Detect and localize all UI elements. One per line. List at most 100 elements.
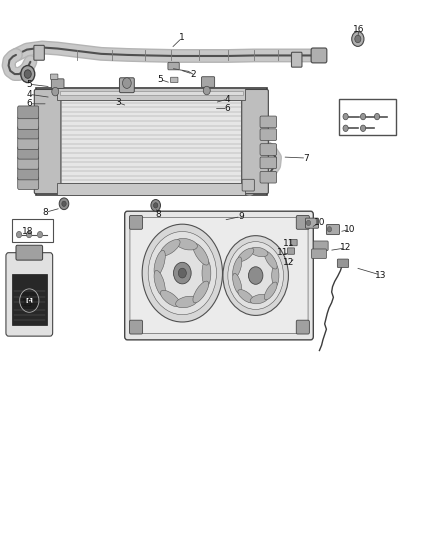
Circle shape	[52, 87, 59, 96]
FancyBboxPatch shape	[305, 218, 318, 228]
Ellipse shape	[160, 290, 180, 306]
FancyBboxPatch shape	[51, 79, 64, 88]
Circle shape	[306, 220, 311, 225]
Ellipse shape	[250, 294, 268, 304]
Text: 4: 4	[225, 94, 230, 103]
Text: 12: 12	[283, 258, 294, 266]
FancyBboxPatch shape	[242, 179, 254, 191]
FancyBboxPatch shape	[18, 126, 39, 139]
Ellipse shape	[176, 238, 198, 250]
Circle shape	[352, 31, 364, 46]
Ellipse shape	[154, 270, 165, 296]
Circle shape	[343, 125, 348, 132]
Circle shape	[248, 266, 263, 284]
FancyBboxPatch shape	[260, 157, 277, 168]
FancyBboxPatch shape	[313, 241, 328, 251]
Ellipse shape	[272, 264, 279, 287]
Circle shape	[151, 199, 160, 211]
Ellipse shape	[238, 248, 254, 262]
Circle shape	[21, 66, 35, 83]
Circle shape	[16, 231, 21, 238]
Circle shape	[62, 201, 66, 206]
Text: 1: 1	[179, 34, 185, 43]
FancyBboxPatch shape	[60, 100, 243, 183]
Circle shape	[37, 231, 42, 238]
FancyBboxPatch shape	[16, 245, 42, 260]
FancyBboxPatch shape	[290, 239, 297, 246]
FancyBboxPatch shape	[18, 167, 39, 180]
FancyBboxPatch shape	[12, 274, 46, 325]
FancyBboxPatch shape	[326, 224, 339, 235]
FancyBboxPatch shape	[18, 147, 39, 159]
Circle shape	[24, 70, 31, 78]
FancyBboxPatch shape	[6, 253, 53, 336]
FancyBboxPatch shape	[311, 48, 327, 63]
Text: 10: 10	[344, 225, 356, 234]
Circle shape	[153, 203, 158, 208]
Circle shape	[20, 289, 39, 312]
Text: 16: 16	[353, 25, 364, 34]
Circle shape	[26, 231, 32, 238]
FancyBboxPatch shape	[50, 74, 58, 79]
FancyBboxPatch shape	[34, 45, 44, 60]
FancyBboxPatch shape	[120, 78, 134, 93]
Ellipse shape	[193, 244, 208, 265]
FancyBboxPatch shape	[311, 249, 326, 259]
FancyBboxPatch shape	[168, 62, 179, 70]
Text: 8: 8	[155, 211, 161, 220]
Circle shape	[374, 114, 380, 120]
FancyBboxPatch shape	[18, 157, 39, 169]
FancyBboxPatch shape	[57, 88, 245, 100]
Text: 12: 12	[340, 244, 351, 253]
FancyBboxPatch shape	[60, 91, 243, 95]
FancyBboxPatch shape	[339, 99, 396, 135]
Circle shape	[228, 241, 283, 310]
FancyBboxPatch shape	[18, 106, 39, 119]
Text: 4: 4	[26, 90, 32, 99]
Circle shape	[142, 224, 223, 322]
Text: 18: 18	[22, 227, 34, 236]
FancyBboxPatch shape	[337, 259, 349, 268]
Text: 10: 10	[314, 219, 325, 228]
FancyBboxPatch shape	[260, 129, 277, 141]
Circle shape	[223, 236, 288, 316]
FancyBboxPatch shape	[18, 176, 39, 189]
FancyBboxPatch shape	[288, 248, 294, 254]
Circle shape	[360, 114, 366, 120]
Circle shape	[148, 231, 216, 314]
FancyBboxPatch shape	[260, 116, 277, 128]
FancyBboxPatch shape	[296, 215, 309, 229]
Text: 9: 9	[238, 212, 244, 221]
FancyBboxPatch shape	[291, 52, 302, 67]
Text: 2: 2	[190, 70, 196, 78]
FancyBboxPatch shape	[260, 144, 277, 156]
Circle shape	[178, 268, 186, 278]
Text: 8: 8	[43, 208, 49, 217]
Text: 11: 11	[283, 239, 295, 248]
Ellipse shape	[250, 247, 268, 257]
Ellipse shape	[193, 281, 208, 303]
FancyBboxPatch shape	[130, 215, 143, 229]
FancyBboxPatch shape	[18, 117, 39, 130]
FancyBboxPatch shape	[260, 171, 277, 183]
Text: M: M	[26, 297, 33, 304]
Circle shape	[327, 227, 332, 232]
Circle shape	[173, 262, 191, 284]
FancyBboxPatch shape	[125, 211, 313, 340]
FancyBboxPatch shape	[12, 219, 53, 242]
Ellipse shape	[160, 239, 180, 256]
Text: 15: 15	[22, 299, 34, 308]
Text: 7: 7	[304, 154, 309, 163]
Text: 5: 5	[157, 75, 163, 84]
Circle shape	[360, 125, 366, 132]
Text: 11: 11	[276, 248, 288, 257]
Text: 6: 6	[225, 104, 231, 113]
FancyBboxPatch shape	[201, 77, 215, 87]
FancyBboxPatch shape	[18, 137, 39, 150]
FancyBboxPatch shape	[130, 217, 308, 334]
Ellipse shape	[233, 257, 242, 278]
FancyBboxPatch shape	[296, 320, 309, 334]
Text: 13: 13	[375, 271, 386, 279]
Text: 3: 3	[116, 98, 121, 107]
Text: 6: 6	[26, 99, 32, 108]
